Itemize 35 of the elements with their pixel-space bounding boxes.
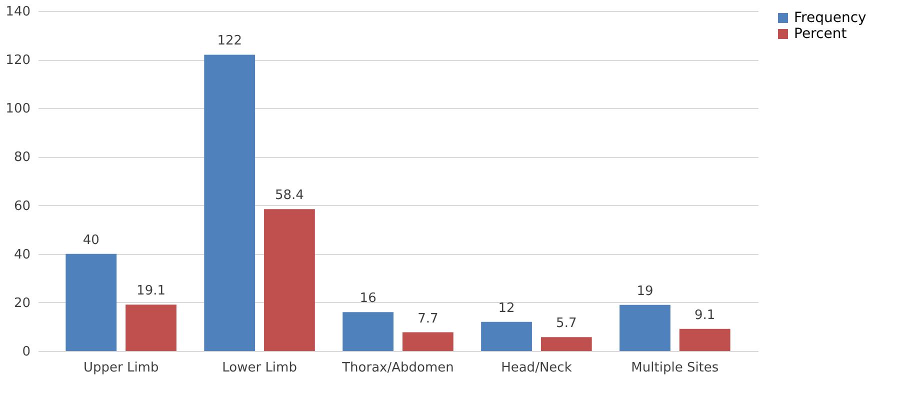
x-tick-label: Thorax/Abdomen: [341, 360, 454, 376]
bar: [540, 337, 592, 351]
y-tick-label: 80: [14, 150, 30, 166]
data-label: 16: [360, 291, 376, 306]
x-tick-label: Multiple Sites: [631, 360, 719, 376]
data-label: 58.4: [275, 188, 304, 204]
bar: [126, 304, 176, 351]
data-label: 12: [498, 300, 515, 316]
y-tick-label: 40: [14, 247, 30, 262]
x-tick-label: Lower Limb: [222, 360, 297, 376]
bar: [402, 332, 454, 351]
data-label: 40: [82, 232, 100, 248]
y-tick-label: 0: [22, 344, 30, 360]
legend-label: Frequency: [794, 10, 866, 26]
y-tick-label: 100: [6, 102, 30, 117]
bar: [66, 254, 117, 351]
bar: [342, 312, 394, 351]
data-label: 5.7: [556, 316, 577, 332]
data-label: 19: [636, 284, 654, 299]
bar: [620, 304, 670, 351]
y-tick-label: 60: [14, 198, 30, 214]
bar: [679, 328, 730, 351]
data-label: 9.1: [694, 308, 716, 323]
data-label: 19.1: [136, 284, 166, 299]
bar: [204, 54, 256, 351]
bar: [481, 322, 532, 351]
x-tick-label: Head/Neck: [501, 360, 572, 376]
data-label: 7.7: [418, 311, 438, 326]
bar: [264, 209, 315, 351]
y-tick-label: 120: [6, 53, 30, 68]
legend-label: Percent: [794, 26, 848, 42]
y-tick-label: 140: [6, 4, 30, 20]
y-tick-label: 20: [14, 296, 30, 311]
data-label: 122: [217, 34, 242, 49]
x-tick-label: Upper Limb: [83, 360, 159, 376]
